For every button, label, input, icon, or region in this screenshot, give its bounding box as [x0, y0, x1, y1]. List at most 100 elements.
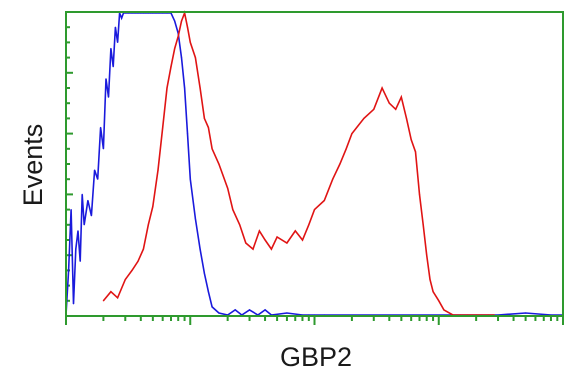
plot-frame: [65, 11, 564, 317]
data-point: [245, 242, 247, 244]
data-point: [166, 87, 168, 89]
data-point: [395, 108, 397, 110]
data-point: [102, 148, 104, 150]
data-point: [90, 215, 92, 217]
data-point: [308, 224, 310, 226]
data-point: [270, 248, 272, 250]
data-point: [100, 126, 102, 129]
data-point: [174, 47, 176, 50]
data-point: [105, 78, 107, 80]
data-point: [102, 300, 104, 302]
data-point: [77, 230, 79, 232]
data-point: [218, 163, 220, 165]
data-point: [142, 248, 144, 250]
data-point: [426, 254, 428, 256]
data-point: [170, 66, 172, 68]
data-point: [203, 117, 205, 119]
data-point: [121, 17, 123, 19]
data-point: [414, 151, 417, 153]
data-point: [83, 224, 85, 226]
data-point: [107, 96, 110, 98]
data-point: [286, 242, 288, 244]
data-point: [117, 297, 119, 299]
data-point: [388, 102, 390, 104]
data-point: [199, 87, 201, 89]
x-axis-title: GBP2: [280, 342, 352, 372]
data-point: [339, 163, 341, 165]
data-point: [234, 309, 236, 311]
data-point: [207, 126, 209, 129]
data-point: [313, 209, 316, 211]
data-point: [110, 47, 112, 50]
data-point: [180, 57, 183, 59]
data-point: [199, 248, 201, 250]
data-point: [70, 209, 72, 211]
data-point: [373, 108, 375, 110]
data-point: [184, 87, 186, 89]
data-point: [131, 269, 133, 271]
data-point: [525, 312, 527, 314]
data-point: [117, 41, 119, 44]
data-point: [207, 291, 209, 293]
data-point: [332, 178, 334, 180]
data-point: [97, 178, 99, 180]
data-point: [137, 260, 139, 262]
series-line: [102, 10, 495, 316]
data-point: [189, 178, 191, 180]
data-point: [152, 206, 154, 208]
series-line: [65, 12, 563, 316]
data-point: [194, 57, 196, 59]
data-point: [405, 117, 408, 119]
data-point: [174, 20, 176, 22]
data-point: [294, 230, 296, 232]
data-point: [363, 117, 365, 119]
data-point: [186, 133, 189, 135]
data-point: [276, 236, 278, 238]
data-point: [286, 312, 288, 314]
data-point: [124, 278, 126, 281]
data-point: [345, 148, 347, 150]
data-point: [162, 126, 164, 129]
data-point: [147, 224, 149, 226]
data-point: [110, 291, 112, 293]
data-point: [203, 272, 205, 274]
data-point: [94, 169, 96, 171]
data-point: [189, 41, 191, 44]
data-point: [218, 312, 220, 314]
data-point: [194, 218, 196, 220]
data-point: [227, 187, 229, 189]
data-point: [157, 169, 159, 171]
data-point: [81, 193, 83, 195]
x-axis-ticks: [65, 316, 564, 325]
data-point: [79, 260, 81, 262]
data-point: [114, 26, 116, 28]
data-point: [443, 309, 445, 311]
data-point: [232, 209, 234, 211]
data-point: [252, 248, 254, 250]
data-point: [264, 239, 266, 241]
data-point: [72, 303, 75, 305]
data-point: [87, 199, 89, 202]
data-point: [258, 230, 260, 232]
data-point: [177, 35, 179, 37]
data-point: [180, 20, 183, 22]
data-point: [429, 278, 431, 281]
y-axis-title: Events: [18, 124, 48, 207]
data-point: [239, 224, 241, 226]
data-point: [351, 133, 353, 135]
series-2: [102, 10, 495, 316]
data-point: [422, 224, 424, 226]
series-layer: [65, 10, 564, 316]
data-point: [112, 66, 114, 68]
data-point: [301, 239, 304, 241]
data-point: [418, 193, 421, 195]
data-point: [400, 96, 402, 98]
data-point: [75, 248, 77, 250]
data-point: [438, 300, 440, 302]
series-1: [65, 12, 564, 316]
data-point: [211, 306, 213, 308]
data-point: [410, 139, 412, 141]
data-point: [323, 199, 325, 202]
data-point: [211, 148, 213, 150]
